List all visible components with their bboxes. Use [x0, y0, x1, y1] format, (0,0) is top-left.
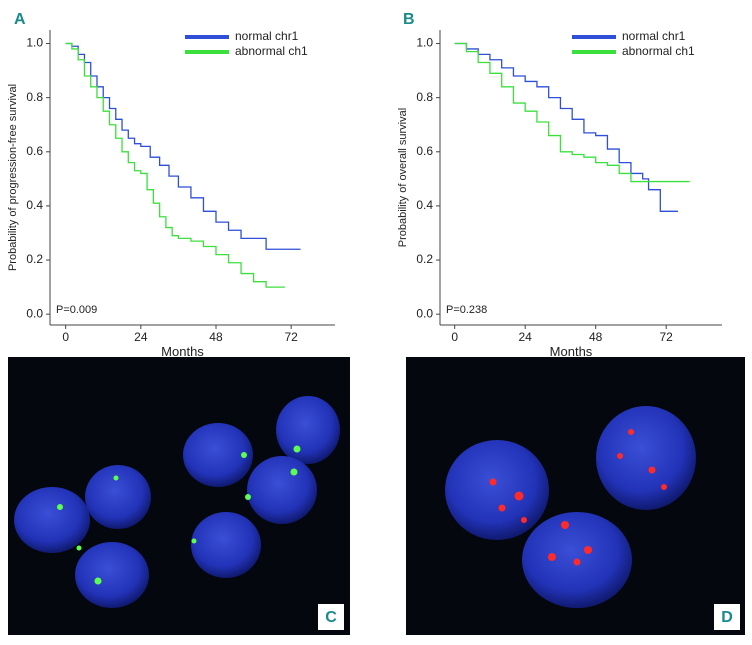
- y-tick-label: 0.0: [26, 306, 43, 320]
- y-tick-label: 1.0: [416, 36, 433, 50]
- annotation: P=0.009: [56, 304, 97, 316]
- x-tick-label: 24: [519, 330, 533, 344]
- legend-label: normal chr1: [235, 29, 299, 43]
- image-c: C: [8, 357, 350, 635]
- x-axis-label: Months: [161, 344, 204, 359]
- survival-curve: [454, 42, 678, 212]
- survival-curve: [65, 42, 285, 288]
- y-tick-label: 1.0: [26, 36, 43, 50]
- y-tick-label: 0.4: [416, 198, 433, 212]
- annotation: P=0.238: [446, 304, 487, 316]
- legend-label: normal chr1: [622, 29, 686, 43]
- y-tick-label: 0.2: [416, 252, 433, 266]
- panel-label: A: [14, 11, 26, 28]
- legend-label: abnormal ch1: [235, 44, 308, 58]
- y-tick-label: 0.4: [26, 198, 43, 212]
- x-tick-label: 24: [134, 330, 148, 344]
- y-tick-label: 0.8: [26, 90, 43, 104]
- y-tick-label: 0.8: [416, 90, 433, 104]
- y-tick-label: 0.2: [26, 252, 43, 266]
- chart: B 0.0 0.2 0.4 0.6 0.8 1.0 0 24 48 72 Months Probabil…: [397, 11, 722, 359]
- y-tick-label: 0.6: [416, 144, 433, 158]
- x-tick-label: 0: [62, 330, 69, 344]
- chart: A 0.0 0.2 0.4 0.6 0.8 1.0 0 24 48 72 Months Probabil…: [7, 11, 335, 359]
- x-tick-label: 48: [589, 330, 603, 344]
- y-axis-label: Probability of overall survival: [397, 108, 409, 247]
- x-axis-label: Months: [550, 344, 593, 359]
- image-d: D: [406, 357, 745, 635]
- panel-label: B: [403, 11, 415, 28]
- y-tick-label: 0.6: [26, 144, 43, 158]
- y-axis-label: Probability of progression-free survival: [7, 84, 19, 271]
- x-tick-label: 72: [284, 330, 298, 344]
- survival-curve: [454, 42, 690, 183]
- x-tick-label: 48: [209, 330, 223, 344]
- x-tick-label: 72: [660, 330, 674, 344]
- survival-curve: [65, 42, 301, 250]
- y-tick-label: 0.0: [416, 306, 433, 320]
- x-tick-label: 0: [451, 330, 458, 344]
- panel-label: D: [721, 609, 733, 626]
- panel-label: C: [325, 609, 337, 626]
- legend-label: abnormal ch1: [622, 44, 695, 58]
